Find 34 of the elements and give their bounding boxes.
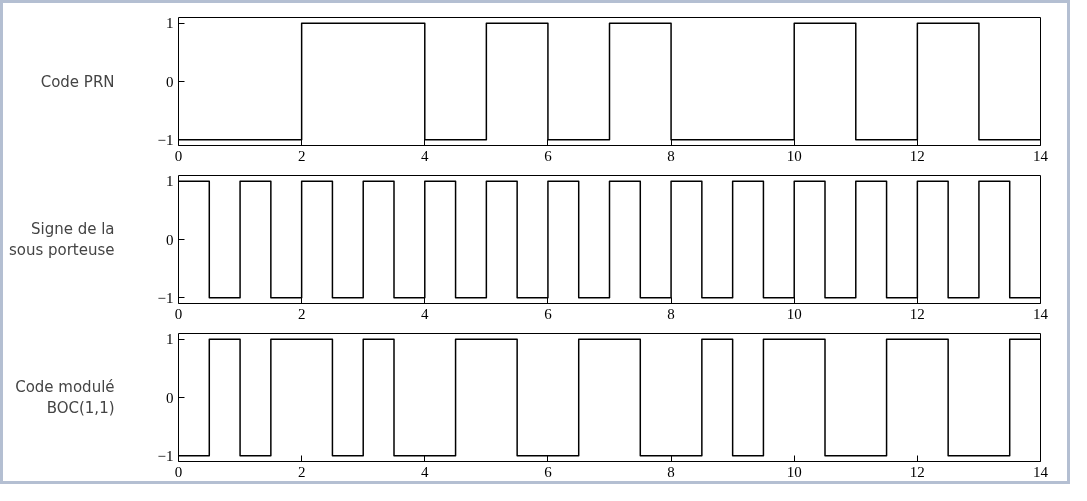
y-tick-label: −1 [157,447,174,464]
x-tick-label: 2 [297,463,306,480]
x-tick-label: 14 [1033,147,1049,164]
y-axis-title: Signe de la sous porteuse [8,219,115,260]
x-tick-label: 8 [667,463,675,480]
x-tick-label: 12 [909,463,925,480]
x-tick-label: 4 [421,305,430,322]
y-tick-label: 0 [166,389,174,406]
y-tick-label: 0 [166,73,174,90]
x-tick-label: 8 [667,147,675,164]
x-tick-label: 10 [786,305,802,322]
x-tick-label: 8 [667,305,675,322]
x-tick-label: 2 [297,305,306,322]
y-tick-label: −1 [157,131,174,148]
picture-frame: 0 2 4 6 8 10 12 14 −1 0 1 Code PRN 0 2 4 6 8 10 12 14 −1 0 1 Signe de la sous porteuse 0 2 4 6 8 10 12 14 −1 0 1 Code modulé BOC(1,1) [0,0,1070,484]
y-tick-label: −1 [157,289,174,306]
x-tick-label: 6 [544,463,553,480]
x-tick-label: 12 [909,305,925,322]
x-tick-label: 10 [786,147,802,164]
y-axis-title: Code modulé BOC(1,1) [15,377,115,418]
y-tick-label: 1 [166,331,174,348]
x-tick-label: 12 [909,147,925,164]
x-tick-label: 14 [1033,463,1049,480]
y-axis-title: Code PRN [40,72,115,91]
y-tick-label: 1 [166,173,174,190]
x-tick-label: 10 [786,463,802,480]
x-tick-label: 6 [544,147,553,164]
y-tick-label: 1 [166,15,174,32]
x-tick-label: 2 [297,147,306,164]
x-tick-label: 4 [421,147,430,164]
x-tick-label: 6 [544,305,553,322]
x-tick-label: 4 [421,463,430,480]
x-tick-label: 14 [1033,305,1049,322]
y-tick-label: 0 [166,231,174,248]
